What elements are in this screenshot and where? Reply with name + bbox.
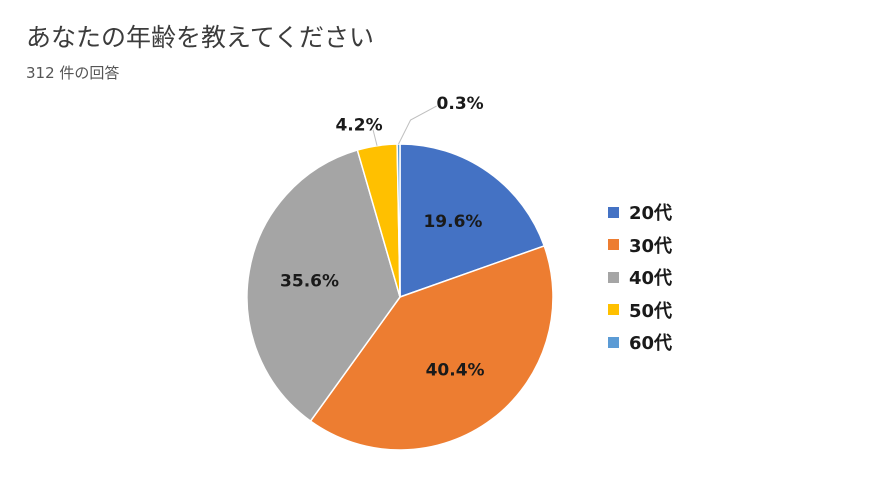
survey-question-title: あなたの年齢を教えてください xyxy=(26,23,375,52)
legend-item-40代: 40代 xyxy=(608,261,672,294)
legend-item-50代: 50代 xyxy=(608,294,672,327)
legend-label: 60代 xyxy=(629,333,673,355)
pie-slice-40代 xyxy=(246,149,401,423)
pie-slice-20代 xyxy=(399,143,546,299)
legend-swatch xyxy=(608,271,619,283)
legend-swatch xyxy=(608,206,619,218)
data-label-60代: 0.3% xyxy=(437,94,484,114)
pie-slice-30代 xyxy=(309,244,554,451)
legend-swatch xyxy=(608,304,619,316)
legend-label: 50代 xyxy=(629,300,673,322)
legend-swatch xyxy=(608,336,619,348)
chart-legend: 20代 30代 40代 50代 60代 xyxy=(608,196,672,359)
leader-line-50代 xyxy=(372,129,378,146)
data-label-30代: 40.4% xyxy=(426,360,485,380)
legend-label: 40代 xyxy=(629,268,673,290)
data-label-20代: 19.6% xyxy=(423,212,482,232)
legend-swatch xyxy=(608,239,619,251)
data-label-50代: 4.2% xyxy=(335,116,382,136)
legend-item-20代: 20代 xyxy=(608,196,672,229)
response-count: 312 件の回答 xyxy=(26,64,120,82)
legend-label: 30代 xyxy=(629,235,673,257)
legend-item-30代: 30代 xyxy=(608,229,672,262)
legend-label: 20代 xyxy=(629,203,673,225)
data-label-40代: 35.6% xyxy=(280,271,339,291)
leader-line-60代 xyxy=(398,105,437,145)
legend-item-60代: 60代 xyxy=(608,326,672,359)
